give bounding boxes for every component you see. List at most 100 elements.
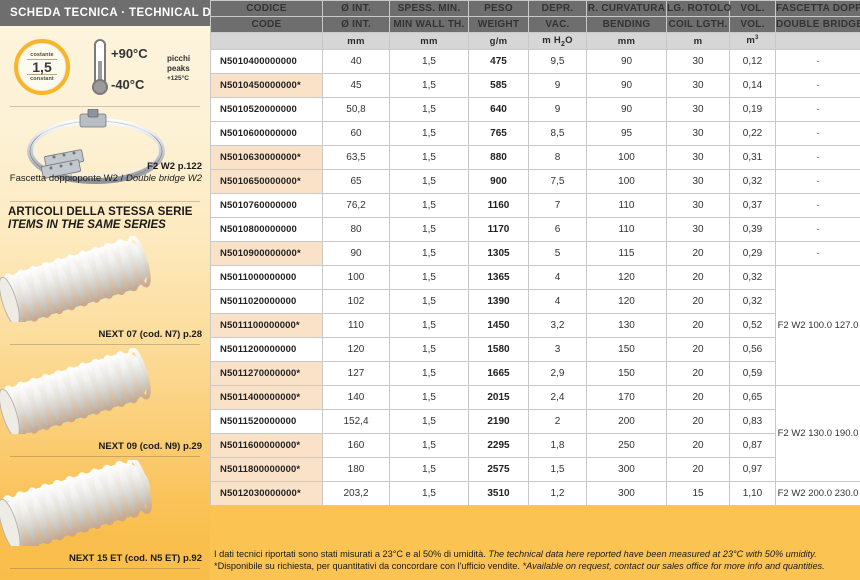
series-divider <box>10 344 200 345</box>
clamp-desc-en: Double bridge W2 <box>125 173 202 184</box>
footnote-2-it: *Disponibile su richiesta, per quantitat… <box>214 561 523 571</box>
cell-weight: 1390 <box>468 289 529 314</box>
cell-min-wall-thickness: 1,5 <box>389 433 469 458</box>
cell-code: N5011020000000 <box>210 289 323 314</box>
cell-volume: 0,83 <box>729 409 776 434</box>
unit-code <box>210 32 323 50</box>
badge-top-label: costante <box>30 52 54 58</box>
table-row: N5010520000000 50,8 1,5 640 9 90 30 0,19- <box>210 97 860 122</box>
cell-bending-radius: 110 <box>586 193 667 218</box>
cell-coil-length: 20 <box>666 433 730 458</box>
cell-code: N5011000000000 <box>210 265 323 290</box>
cell-weight: 1365 <box>468 265 529 290</box>
cell-vacuum: 2 <box>528 409 587 434</box>
unit-vac: m H2O <box>528 32 587 50</box>
header-row-it: CODICE Ø INT. SPESS. MIN. PESO DEPR. R. … <box>210 0 860 17</box>
th-code: CODE <box>210 16 323 33</box>
th-rotolo: LG. ROTOLO <box>666 0 731 17</box>
table-body: N5010400000000 40 1,5 475 9,5 90 30 0,12- N50104… <box>210 49 860 506</box>
temperature-group: +90°C -40°C picchi peaks +125°C <box>92 39 190 95</box>
series-item-caption: NEXT 07 (cod. N7) p.28 <box>98 329 202 340</box>
cell-weight: 880 <box>468 145 529 170</box>
th-coil-length: COIL LGTH. <box>666 16 730 33</box>
cell-vacuum: 2,9 <box>528 361 587 386</box>
th-spessore: SPESS. MIN. <box>389 0 469 17</box>
cell-double-bridge-clamp: F2 W2 130.0 190.0 <box>775 385 860 482</box>
th-vac: VAC. <box>528 16 587 33</box>
footnote-line-2: *Disponibile su richiesta, per quantitat… <box>214 560 856 572</box>
cell-min-wall-thickness: 1,5 <box>389 385 469 410</box>
series-item-next15et[interactable]: NEXT 15 ET (cod. N5 ET) p.92 <box>0 458 210 570</box>
cell-volume: 0,52 <box>729 313 776 338</box>
series-item-next07[interactable]: NEXT 07 (cod. N7) p.28 <box>0 234 210 346</box>
cell-internal-diameter: 100 <box>322 265 390 290</box>
cell-code: N5010600000000 <box>210 121 323 146</box>
cell-bending-radius: 300 <box>586 481 667 506</box>
table-row: N5011400000000* 140 1,5 2015 2,4 170 20 0,65 F2 … <box>210 385 860 482</box>
cell-double-bridge-clamp: - <box>775 169 860 194</box>
cell-vacuum: 4 <box>528 289 587 314</box>
page-title: SCHEDA TECNICA · TECHNICAL DATA <box>0 0 210 26</box>
badge-ring <box>14 39 70 95</box>
cell-min-wall-thickness: 1,5 <box>389 361 469 386</box>
th-peso: PESO <box>468 0 529 17</box>
min-temperature: -40°C <box>111 77 145 92</box>
cell-coil-length: 30 <box>666 169 730 194</box>
temperature-values: +90°C -40°C <box>111 39 165 95</box>
cell-vacuum: 8 <box>528 145 587 170</box>
table-row: N5010400000000 40 1,5 475 9,5 90 30 0,12- <box>210 49 860 74</box>
cell-coil-length: 20 <box>666 361 730 386</box>
unit-bending: mm <box>586 32 667 50</box>
cell-min-wall-thickness: 1,5 <box>389 289 469 314</box>
cell-code: N5010630000000* <box>210 145 323 170</box>
cell-vacuum: 9,5 <box>528 49 587 74</box>
th-diametro: Ø INT. <box>322 0 390 17</box>
clamp-image <box>27 109 165 184</box>
cell-volume: 0,12 <box>729 49 776 74</box>
cell-vacuum: 1,5 <box>528 457 587 482</box>
cell-volume: 1,10 <box>729 481 776 506</box>
cell-volume: 0,29 <box>729 241 776 266</box>
cell-vacuum: 6 <box>528 217 587 242</box>
cell-min-wall-thickness: 1,5 <box>389 49 469 74</box>
cell-internal-diameter: 140 <box>322 385 390 410</box>
cell-internal-diameter: 120 <box>322 337 390 362</box>
table-row: N5011520000000 152,4 1,5 2190 2 200 20 0,83 <box>210 409 860 434</box>
cell-min-wall-thickness: 1,5 <box>389 457 469 482</box>
series-divider <box>10 568 200 569</box>
unit-diameter: mm <box>322 32 390 50</box>
cell-bending-radius: 90 <box>586 49 667 74</box>
cell-code: N5010800000000 <box>210 217 323 242</box>
cell-weight: 1580 <box>468 337 529 362</box>
clamp-desc-it: Fascetta doppioponte W2 / <box>9 173 126 184</box>
cell-min-wall-thickness: 1,5 <box>389 97 469 122</box>
cell-code: N5011270000000* <box>210 361 323 386</box>
cell-weight: 1305 <box>468 241 529 266</box>
cell-code: N5011600000000* <box>210 433 323 458</box>
cell-bending-radius: 110 <box>586 217 667 242</box>
cell-vacuum: 9 <box>528 73 587 98</box>
cell-bending-radius: 100 <box>586 169 667 194</box>
cell-volume: 0,39 <box>729 217 776 242</box>
cell-code: N5011100000000* <box>210 313 323 338</box>
th-vol: VOL. <box>729 16 776 33</box>
table-row: N5011600000000* 160 1,5 2295 1,8 250 20 0,87 <box>210 433 860 458</box>
cell-code: N5010400000000 <box>210 49 323 74</box>
thermometer-bulb <box>92 79 108 95</box>
divider <box>10 106 200 107</box>
unit-weight: g/m <box>468 32 529 50</box>
header-row-en: CODE Ø INT. MIN WALL TH. WEIGHT VAC. BEN… <box>210 16 860 33</box>
series-item-caption: NEXT 15 ET (cod. N5 ET) p.92 <box>68 553 202 564</box>
series-heading-it: ARTICOLI DELLA STESSA SERIE <box>8 206 193 218</box>
cell-min-wall-thickness: 1,5 <box>389 265 469 290</box>
table-row: N5012030000000* 203,2 1,5 3510 1,2 300 15 1,10 F… <box>210 481 860 506</box>
series-item-next09[interactable]: NEXT 09 (cod. N9) p.29 <box>0 346 210 458</box>
th-fascetta: FASCETTA DOPPIOPONTE W2 <box>775 0 860 17</box>
cell-weight: 3510 <box>468 481 529 506</box>
cell-bending-radius: 90 <box>586 97 667 122</box>
table-row: N5011800000000* 180 1,5 2575 1,5 300 20 0,97 <box>210 457 860 482</box>
cell-internal-diameter: 180 <box>322 457 390 482</box>
table-row: N5010650000000* 65 1,5 900 7,5 100 30 0,32- <box>210 169 860 194</box>
table-row: N5010760000000 76,2 1,5 1160 7 110 30 0,37- <box>210 193 860 218</box>
